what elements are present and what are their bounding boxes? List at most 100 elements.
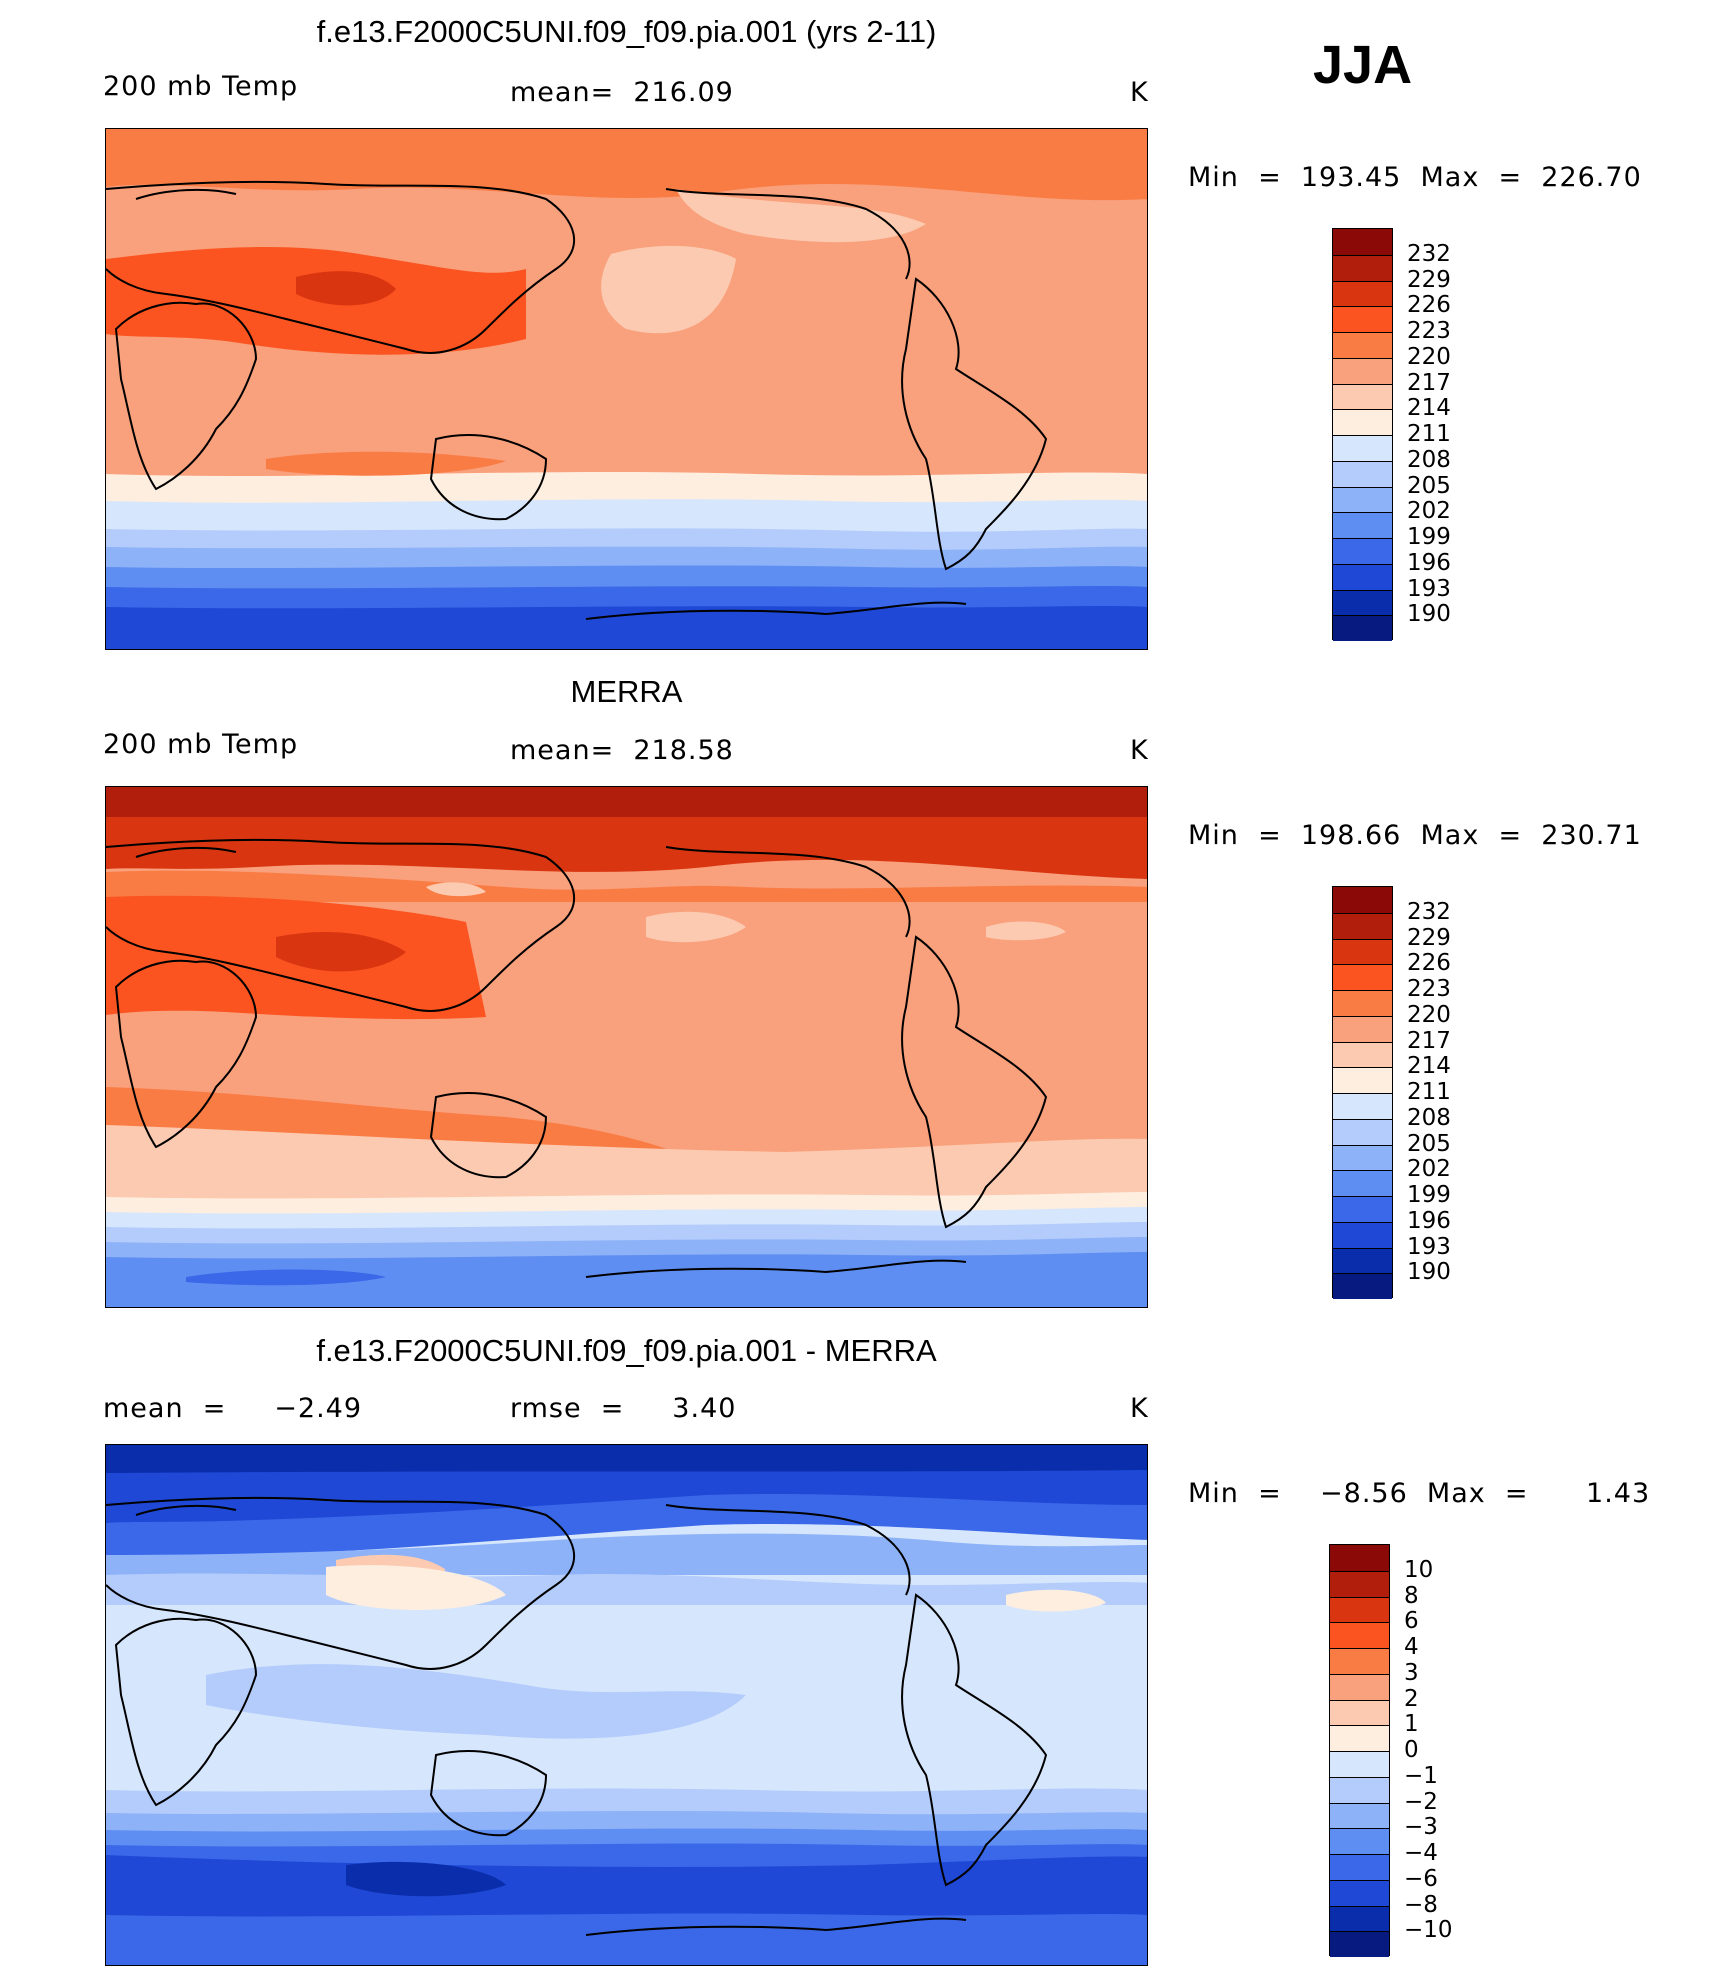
panel-1-units-label: K [1130,77,1149,108]
panel-3-map [105,1444,1148,1966]
colorbar-swatch [1330,1931,1389,1957]
colorbar-tick-label: 4 [1404,1634,1419,1660]
colorbar-tick-label: 223 [1407,318,1451,344]
panel-1-variable-label: 200 mb Temp [103,71,299,102]
colorbar-tick-label: 211 [1407,1079,1451,1105]
panel-2-mean-label: mean= 218.58 [510,735,734,766]
colorbar-swatch [1333,1015,1392,1042]
colorbar-tick-label: 196 [1407,1207,1451,1234]
panel-2-units-label: K [1130,735,1149,766]
colorbar-tick-label: 0 [1404,1737,1419,1763]
colorbar-tick-label: −1 [1404,1762,1438,1789]
colorbar-swatch [1330,1751,1389,1777]
colorbar-tick-label: −3 [1404,1814,1438,1841]
colorbar-swatch [1333,1041,1392,1068]
panel-3-rmse-label: rmse = 3.40 [510,1393,737,1424]
panel-1-colorbar [1332,228,1393,641]
colorbar-swatch [1333,435,1392,461]
colorbar-swatch [1333,990,1392,1016]
colorbar-tick-label: 211 [1407,421,1451,447]
panel-2-map [105,786,1148,1308]
colorbar-swatch [1333,887,1392,913]
colorbar-swatch [1333,1247,1392,1274]
panel-1-minmax-label: Min = 193.45 Max = 226.70 [1188,162,1642,193]
colorbar-tick-label: 202 [1407,1156,1451,1183]
colorbar-swatch [1330,1828,1389,1854]
colorbar-swatch [1330,1545,1389,1571]
panel-1-mean-label: mean= 216.09 [510,77,734,108]
colorbar-swatch [1333,538,1392,564]
colorbar-tick-label: 232 [1407,240,1451,267]
colorbar-tick-label: 226 [1407,292,1451,319]
panel-3-title: f.e13.F2000C5UNI.f09_f09.pia.001 - MERRA [316,1333,937,1368]
colorbar-swatch [1333,563,1392,590]
colorbar-tick-label: 217 [1407,1027,1451,1054]
colorbar-tick-label: 217 [1407,369,1451,396]
colorbar-swatch [1330,1725,1389,1751]
panel-1-contour-map [106,129,1147,649]
panel-1-map [105,128,1148,650]
colorbar-tick-label: 232 [1407,898,1451,925]
colorbar-swatch [1333,1273,1392,1299]
colorbar-swatch [1333,912,1392,939]
colorbar-swatch [1333,383,1392,410]
panel-2-contour-map [106,787,1147,1307]
colorbar-tick-label: 214 [1407,395,1451,422]
colorbar-tick-label: 220 [1407,1001,1451,1028]
colorbar-tick-label: 10 [1404,1556,1434,1583]
colorbar-tick-label: 190 [1407,1259,1451,1286]
colorbar-tick-label: −8 [1404,1891,1438,1918]
colorbar-tick-label: 229 [1407,266,1451,293]
colorbar-swatch [1333,964,1392,990]
colorbar-tick-label: 214 [1407,1053,1451,1080]
colorbar-tick-label: 196 [1407,549,1451,576]
panel-1-title: f.e13.F2000C5UNI.f09_f09.pia.001 (yrs 2-… [316,14,937,49]
panel-2-variable-label: 200 mb Temp [103,729,299,760]
colorbar-swatch [1333,254,1392,281]
colorbar-tick-label: 220 [1407,343,1451,370]
panel-3-colorbar [1329,1544,1390,1957]
colorbar-swatch [1333,589,1392,616]
colorbar-swatch [1330,1596,1389,1623]
colorbar-swatch [1330,1673,1389,1700]
colorbar-swatch [1333,1170,1392,1196]
colorbar-swatch [1333,1144,1392,1171]
colorbar-tick-label: 193 [1407,1233,1451,1260]
colorbar-tick-label: 6 [1404,1608,1419,1635]
colorbar-tick-label: 229 [1407,924,1451,951]
colorbar-swatch [1330,1570,1389,1597]
colorbar-swatch [1333,1093,1392,1119]
colorbar-swatch [1333,1196,1392,1222]
colorbar-swatch [1333,512,1392,538]
colorbar-swatch [1333,280,1392,307]
colorbar-tick-label: 205 [1407,472,1451,499]
colorbar-swatch [1333,229,1392,255]
panel-3-contour-map [106,1445,1147,1965]
colorbar-swatch [1333,460,1392,487]
colorbar-swatch [1333,486,1392,513]
panel-3-mean-label: mean = −2.49 [103,1393,363,1424]
colorbar-tick-label: 193 [1407,575,1451,602]
panel-3-minmax-label: Min = −8.56 Max = 1.43 [1188,1478,1651,1509]
colorbar-tick-label: 199 [1407,1182,1451,1208]
colorbar-swatch [1330,1879,1389,1906]
colorbar-swatch [1333,306,1392,332]
colorbar-tick-label: 202 [1407,498,1451,525]
colorbar-swatch [1330,1802,1389,1829]
colorbar-swatch [1333,1118,1392,1145]
season-label: JJA [1313,35,1413,95]
colorbar-tick-label: −10 [1404,1917,1453,1944]
colorbar-tick-label: 2 [1404,1685,1419,1712]
panel-2-minmax-label: Min = 198.66 Max = 230.71 [1188,820,1642,851]
colorbar-tick-label: −4 [1404,1840,1438,1866]
colorbar-swatch [1330,1854,1389,1880]
panel-2-colorbar [1332,886,1393,1299]
colorbar-swatch [1330,1699,1389,1726]
colorbar-swatch [1333,357,1392,384]
colorbar-swatch [1333,938,1392,965]
colorbar-tick-label: 1 [1404,1711,1419,1738]
colorbar-tick-label: 208 [1407,446,1451,473]
colorbar-tick-label: 226 [1407,950,1451,977]
colorbar-tick-label: 205 [1407,1130,1451,1157]
colorbar-swatch [1333,1221,1392,1248]
